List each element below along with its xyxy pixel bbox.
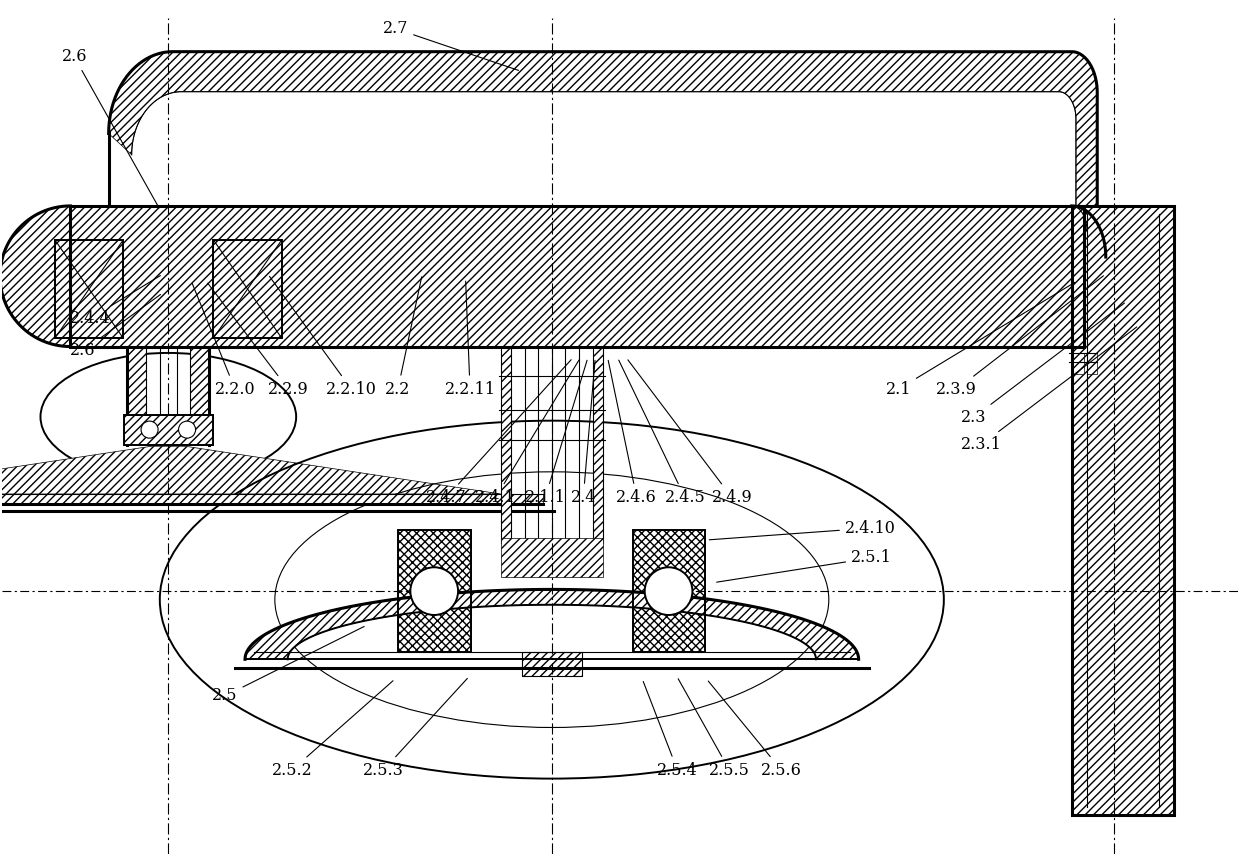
Bar (0, 494, 543, 504)
Text: 2.2.11: 2.2.11 (444, 281, 496, 398)
Bar (1071, 206, 1174, 816)
Text: 2.4.10: 2.4.10 (709, 520, 895, 540)
Bar (55, 240, 123, 338)
Bar (632, 530, 706, 652)
Text: 2.1: 2.1 (885, 282, 1075, 398)
Text: 2.2: 2.2 (386, 277, 422, 398)
Bar (55, 240, 123, 338)
Text: 2.5.5: 2.5.5 (678, 679, 750, 779)
Text: 2.4.4: 2.4.4 (71, 275, 160, 327)
Bar (71, 206, 1085, 346)
Bar (632, 530, 706, 652)
Text: 2.1.1: 2.1.1 (525, 360, 587, 506)
Text: 2.3.9: 2.3.9 (936, 276, 1104, 398)
Text: 2.4.1: 2.4.1 (475, 360, 579, 506)
Text: 2.2.9: 2.2.9 (208, 283, 309, 398)
Text: 2.4: 2.4 (570, 361, 596, 506)
Bar (213, 240, 281, 338)
Text: 2.2.10: 2.2.10 (269, 276, 377, 398)
Text: 2.5.3: 2.5.3 (363, 678, 467, 779)
Circle shape (141, 422, 157, 438)
Bar (124, 415, 212, 445)
Bar (501, 346, 511, 543)
Text: 2.6: 2.6 (71, 294, 160, 359)
Bar (593, 346, 603, 543)
Bar (1074, 352, 1084, 374)
Bar (128, 346, 146, 445)
Text: 2.2.0: 2.2.0 (192, 284, 255, 398)
Text: 2.3: 2.3 (961, 303, 1125, 426)
Bar (1087, 352, 1097, 374)
Text: 2.5: 2.5 (212, 627, 365, 705)
Polygon shape (246, 589, 858, 659)
Polygon shape (109, 51, 1097, 206)
Text: 2.3.1: 2.3.1 (961, 327, 1137, 453)
Text: 2.5.6: 2.5.6 (708, 681, 802, 779)
Text: 2.5.4: 2.5.4 (644, 681, 698, 779)
Bar (522, 652, 582, 676)
Circle shape (410, 567, 458, 615)
Bar (522, 652, 582, 676)
Circle shape (645, 567, 692, 615)
Bar (213, 240, 281, 338)
Text: 2.5.1: 2.5.1 (717, 550, 892, 582)
Text: 2.4.7: 2.4.7 (427, 360, 572, 506)
Bar (124, 415, 212, 445)
Text: 2.4.6: 2.4.6 (608, 360, 657, 506)
Bar (71, 206, 1085, 346)
Bar (501, 539, 603, 576)
Circle shape (179, 422, 196, 438)
Polygon shape (0, 446, 501, 494)
Bar (1071, 206, 1174, 816)
Bar (191, 346, 210, 445)
Polygon shape (0, 206, 71, 346)
Text: 2.6: 2.6 (62, 48, 159, 208)
Text: 2.4.9: 2.4.9 (627, 360, 753, 506)
Bar (398, 530, 471, 652)
Text: 2.4.5: 2.4.5 (619, 360, 706, 506)
Bar (398, 530, 471, 652)
Text: 2.5.2: 2.5.2 (272, 681, 393, 779)
Text: 2.7: 2.7 (383, 21, 518, 70)
